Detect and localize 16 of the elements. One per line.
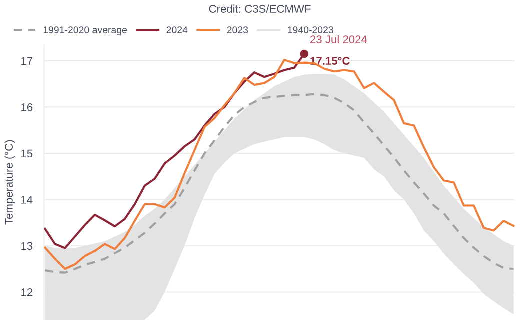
line-series [44, 59, 515, 270]
legend-label: 2024 [166, 26, 188, 34]
legend-label: 1991-2020 average [44, 26, 128, 36]
y-tick-label: 16 [22, 104, 33, 112]
text: 23 Jul 2024 [310, 35, 368, 44]
line-series [44, 93, 515, 274]
y-tick-label: 17 [22, 57, 33, 66]
legend-label: 1940-2023 [288, 26, 334, 34]
y-tick-label: 13 [22, 242, 33, 250]
legend-label: 2023 [227, 26, 248, 34]
y-axis-title: Temperature (°C) [4, 140, 16, 225]
y-tick-label: 12 [22, 288, 33, 296]
y-tick-label: 14 [22, 196, 33, 204]
annotation: 17.15°C [310, 57, 350, 65]
text: Credit: C3S/ECMWF [209, 4, 311, 13]
y-tick-label: 15 [22, 150, 33, 158]
